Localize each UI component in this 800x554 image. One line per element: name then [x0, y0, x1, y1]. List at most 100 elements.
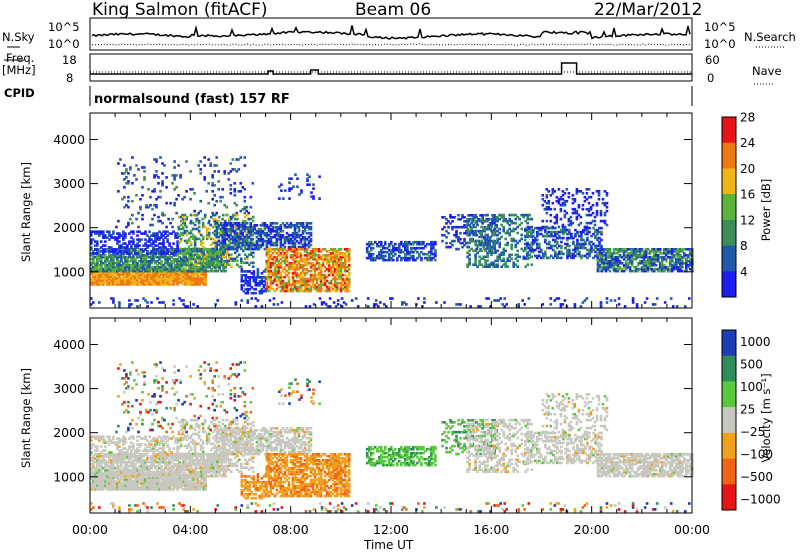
power-cell	[341, 252, 345, 255]
power-cell	[486, 227, 489, 231]
power-cell	[422, 242, 425, 246]
power-cell	[188, 254, 191, 257]
power-cell	[200, 257, 203, 261]
power-cell	[168, 244, 171, 247]
power-cell	[138, 281, 141, 284]
power-cell	[146, 305, 149, 308]
power-cell	[250, 253, 253, 257]
power-cell	[211, 213, 215, 217]
power-cell	[600, 269, 604, 273]
power-cell	[192, 303, 195, 306]
power-cell	[242, 289, 246, 293]
power-cell	[258, 291, 262, 295]
power-cell	[193, 227, 197, 231]
power-cell	[323, 279, 327, 283]
power-cell	[139, 197, 142, 201]
power-cell	[98, 273, 101, 276]
power-cell	[569, 215, 573, 219]
power-cell	[593, 219, 597, 223]
power-cell	[191, 235, 195, 239]
power-cell	[92, 250, 95, 253]
power-cell	[339, 261, 343, 265]
power-cell	[150, 261, 153, 265]
power-cell	[265, 241, 269, 245]
power-cell	[220, 259, 223, 263]
power-cell	[130, 279, 133, 282]
power-cell	[410, 246, 413, 250]
power-cell	[628, 259, 632, 263]
power-cell	[522, 257, 525, 261]
power-cell	[281, 281, 285, 285]
power-cell	[492, 265, 495, 268]
power-cell	[339, 263, 343, 267]
power-cell	[492, 251, 495, 255]
power-cell	[156, 265, 159, 269]
power-cell	[516, 265, 519, 268]
power-cell	[257, 229, 261, 233]
power-cell	[128, 275, 131, 278]
power-cell	[254, 282, 258, 285]
power-cell	[203, 156, 206, 159]
power-cell	[577, 190, 581, 193]
power-cell	[145, 205, 148, 209]
power-cell	[110, 271, 113, 274]
power-cell	[406, 244, 409, 248]
power-cell	[132, 250, 135, 253]
power-cell	[106, 269, 109, 273]
power-cell	[211, 190, 214, 193]
power-cell	[534, 248, 537, 252]
power-cell	[124, 259, 127, 263]
power-cell	[557, 201, 561, 205]
power-cell	[141, 186, 144, 189]
power-cell	[679, 263, 682, 267]
power-cell	[191, 265, 195, 268]
power-cell	[166, 261, 169, 265]
power-cell	[154, 252, 157, 255]
power-cell	[287, 235, 291, 239]
power-cell	[108, 254, 111, 257]
power-cell	[564, 246, 567, 250]
power-cell	[154, 261, 157, 265]
power-cell	[234, 233, 237, 237]
power-cell	[596, 230, 599, 234]
power-cell	[610, 252, 614, 255]
power-cell	[303, 267, 307, 271]
power-cell	[267, 257, 271, 261]
power-cell	[313, 267, 317, 271]
power-cell	[200, 279, 203, 282]
power-cell	[486, 265, 489, 268]
power-cell	[157, 219, 160, 223]
power-cell	[476, 239, 479, 243]
power-cell	[202, 248, 205, 251]
power-cell	[216, 259, 219, 263]
power-cell	[305, 271, 309, 275]
power-cell	[267, 267, 271, 271]
power-cell	[466, 217, 469, 221]
power-cell	[123, 195, 126, 199]
power-cell	[172, 242, 175, 245]
power-cell	[333, 250, 337, 253]
power-cell	[484, 219, 487, 223]
power-cell	[297, 263, 301, 267]
power-cell	[221, 195, 224, 199]
power-cell	[301, 283, 305, 287]
power-cell	[570, 254, 573, 258]
power-cell	[251, 233, 255, 237]
power-cell	[660, 257, 664, 261]
power-cell	[180, 275, 183, 278]
power-cell	[140, 252, 143, 255]
power-cell	[243, 227, 247, 231]
power-cell	[455, 247, 458, 251]
power-cell	[303, 227, 307, 231]
power-cell	[158, 281, 161, 284]
power-cell	[301, 267, 305, 271]
power-cell	[199, 249, 203, 253]
power-cell	[430, 240, 433, 244]
power-cell	[271, 222, 275, 225]
power-cell	[285, 225, 289, 229]
power-cell	[211, 184, 214, 187]
power-cell	[423, 297, 426, 300]
power-cell	[130, 257, 133, 261]
power-cell	[297, 281, 301, 285]
power-cell	[130, 281, 133, 284]
